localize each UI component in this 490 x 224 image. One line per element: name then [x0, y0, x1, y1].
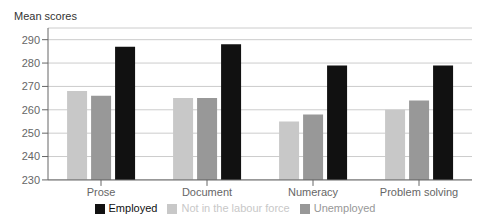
- svg-text:270: 270: [22, 80, 40, 92]
- svg-text:280: 280: [22, 57, 40, 69]
- svg-text:Prose: Prose: [87, 186, 116, 198]
- html-text:Mean scores: Mean scores: [14, 10, 77, 22]
- html-text:Not in the labour force: Not in the labour force: [181, 201, 290, 214]
- svg-text:Problem solving: Problem solving: [380, 186, 458, 198]
- svg-text:Document: Document: [182, 186, 232, 198]
- html-text:Employed: Employed: [108, 201, 158, 214]
- html-text:Unemployed: Unemployed: [313, 201, 376, 214]
- svg-text:Numeracy: Numeracy: [288, 186, 339, 198]
- svg-text:250: 250: [22, 127, 40, 139]
- svg-text:260: 260: [22, 104, 40, 116]
- svg-text:290: 290: [22, 34, 40, 46]
- svg-text:240: 240: [22, 150, 40, 162]
- svg-text:230: 230: [22, 174, 40, 186]
